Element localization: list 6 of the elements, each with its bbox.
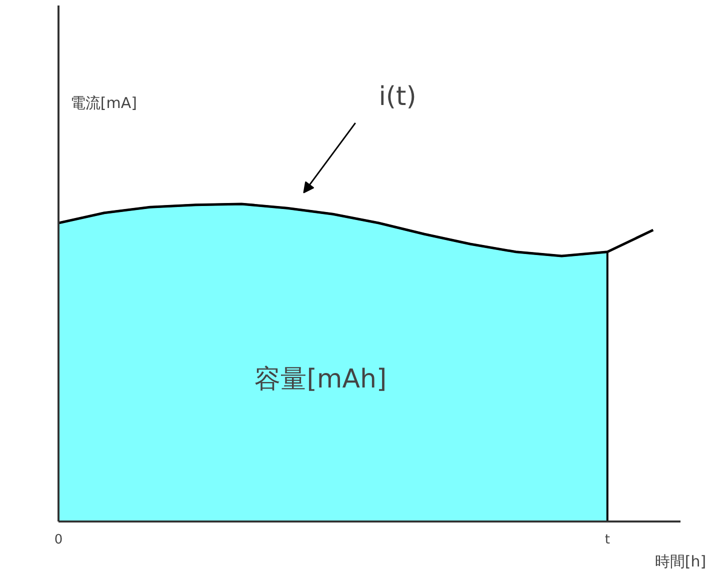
x-tick-label: t — [604, 532, 610, 548]
x-tick-label: 0 — [54, 532, 63, 548]
x-axis-title: 時間[h] — [654, 552, 706, 570]
annotation: 容量[mAh] — [254, 364, 387, 394]
text: i(t) — [378, 82, 416, 112]
text: 電流[mA] — [70, 94, 137, 112]
